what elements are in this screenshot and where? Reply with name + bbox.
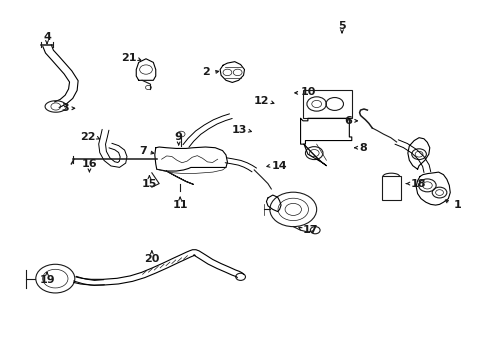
- Text: 12: 12: [253, 96, 268, 106]
- Text: 13: 13: [231, 125, 246, 135]
- Text: 16: 16: [81, 159, 97, 169]
- Text: 3: 3: [61, 103, 69, 113]
- Text: 1: 1: [453, 200, 461, 210]
- Text: 21: 21: [121, 53, 136, 63]
- Text: 4: 4: [43, 32, 51, 41]
- Text: 8: 8: [358, 143, 366, 153]
- Text: 10: 10: [300, 87, 315, 97]
- Text: 18: 18: [409, 179, 425, 189]
- Bar: [303, 90, 351, 118]
- Text: 14: 14: [271, 161, 286, 171]
- Text: 15: 15: [142, 179, 157, 189]
- Text: 20: 20: [144, 254, 159, 264]
- Text: 19: 19: [39, 275, 55, 285]
- Text: 7: 7: [139, 146, 147, 156]
- Text: 9: 9: [174, 132, 182, 142]
- Text: 5: 5: [338, 21, 345, 31]
- Text: 22: 22: [80, 132, 96, 142]
- Text: 2: 2: [202, 67, 210, 77]
- Text: 11: 11: [172, 200, 187, 210]
- Bar: [381, 176, 400, 200]
- Text: 6: 6: [343, 116, 351, 126]
- Text: 17: 17: [303, 225, 318, 235]
